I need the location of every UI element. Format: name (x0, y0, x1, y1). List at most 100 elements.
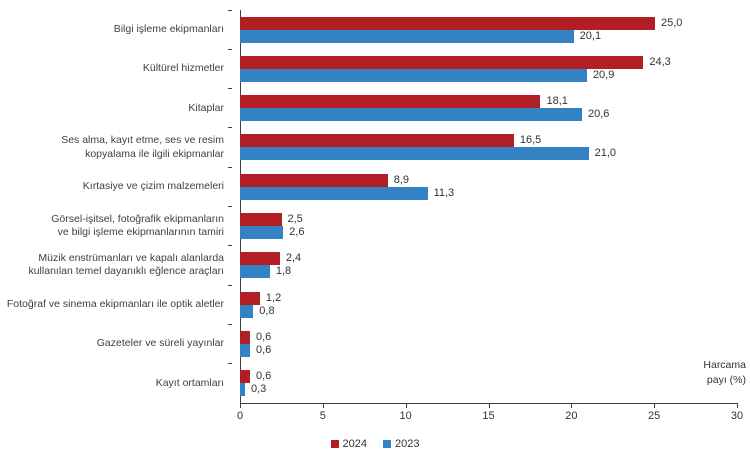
category-label: Bilgi işleme ekipmanları (113, 23, 224, 36)
value-label-2023: 20,9 (592, 68, 615, 81)
bar-2023 (240, 68, 587, 82)
bar-group: 1,2 0,8 (228, 284, 738, 324)
value-label-2023: 1,8 (275, 265, 292, 278)
value-label-2024: 25,0 (661, 16, 683, 29)
bar-2024 (240, 370, 250, 384)
chart-row: Kitaplar 18,1 20,6 (0, 88, 738, 128)
x-axis-tick-mark (654, 404, 656, 408)
value-label-2023: 11,3 (433, 186, 455, 199)
chart-row: Görsel-işitsel, fotoğrafik ekipmanların … (0, 205, 738, 245)
bar-group: 2,4 1,8 (228, 245, 738, 285)
y-axis-tick (228, 48, 232, 50)
bar-2024 (240, 95, 541, 109)
category-label: Müzik enstrümanları ve kapalı alanlarda … (28, 252, 224, 278)
bar-2023 (240, 186, 428, 200)
value-label-2023: 21,0 (594, 147, 617, 160)
category-label: Fotoğraf ve sinema ekipmanları ile optik… (6, 298, 224, 311)
chart-row: Kırtasiye ve çizim malzemeleri 8,9 11,3 (0, 166, 738, 206)
chart-legend: 2024 2023 (0, 438, 750, 450)
value-label-2024: 8,9 (393, 173, 410, 186)
y-axis-tick (228, 323, 232, 325)
bar-group: 2,5 2,6 (228, 205, 738, 245)
x-axis-tick-label: 5 (319, 410, 326, 422)
x-axis-tick-mark (571, 404, 573, 408)
value-label-2023: 20,1 (579, 29, 602, 42)
y-axis-tick (228, 9, 232, 11)
y-axis-tick (228, 205, 232, 207)
bar-2023 (240, 304, 254, 318)
x-axis-title: Harcama payı (%) (703, 359, 746, 387)
legend-swatch-icon (330, 440, 339, 448)
bar-2023 (240, 225, 284, 239)
value-label-2023: 0,6 (255, 343, 272, 356)
bar-group: 0,6 0,6 (228, 323, 738, 363)
bar-group: 25,0 20,1 (228, 9, 738, 49)
chart-row: Bilgi işleme ekipmanları 25,0 20,1 (0, 9, 738, 49)
value-label-2024: 2,5 (287, 212, 303, 225)
bar-group: 24,3 20,9 (228, 48, 738, 88)
legend-item-2023: 2023 (383, 438, 419, 450)
x-axis-tick-label: 20 (565, 410, 578, 422)
x-axis-tick-label: 15 (482, 410, 495, 422)
bar-2024 (240, 55, 644, 69)
category-label: Kırtasiye ve çizim malzemeleri (82, 180, 224, 193)
bar-group: 0,6 0,3 (228, 363, 738, 403)
value-label-2024: 1,2 (265, 291, 282, 304)
bar-2023 (240, 265, 270, 279)
category-label: Ses alma, kayıt etme, ses ve resim kopya… (61, 134, 224, 160)
bar-2024 (240, 252, 280, 266)
bar-2024 (240, 291, 260, 305)
bar-group: 16,5 21,0 (228, 127, 738, 167)
x-axis-tick-mark (488, 404, 490, 408)
x-axis-tick-mark (240, 404, 241, 408)
y-axis-tick (228, 166, 232, 168)
value-label-2023: 20,6 (587, 108, 610, 121)
category-label: Kitaplar (188, 101, 224, 114)
value-label-2024: 2,4 (285, 252, 302, 265)
value-label-2024: 24,3 (649, 55, 671, 68)
legend-label: 2024 (342, 438, 367, 450)
bar-2024 (240, 330, 250, 344)
y-axis-tick (228, 88, 232, 90)
x-axis-tick-label: 0 (236, 410, 244, 422)
y-axis-tick (228, 245, 232, 247)
value-label-2023: 0,3 (250, 383, 267, 396)
chart-rows: Bilgi işleme ekipmanları 25,0 20,1 Kültürel… (0, 9, 738, 403)
chart-row: Ses alma, kayıt etme, ses ve resim kopya… (0, 127, 738, 167)
bar-2023 (240, 343, 250, 357)
bar-2023 (240, 29, 574, 43)
value-label-2023: 0,8 (259, 304, 275, 317)
x-axis-tick-mark (737, 404, 738, 408)
legend-label: 2023 (395, 438, 420, 450)
bar-2023 (240, 147, 589, 161)
value-label-2023: 2,6 (289, 225, 305, 238)
category-label: Kayıt ortamları (155, 376, 224, 389)
x-axis-tick-label: 25 (648, 410, 661, 422)
value-label-2024: 18,1 (546, 95, 568, 108)
x-axis-tick-label: 10 (399, 410, 412, 422)
chart-row: Fotoğraf ve sinema ekipmanları ile optik… (0, 284, 738, 324)
bar-group: 18,1 20,6 (228, 88, 738, 128)
category-label: Gazeteler ve süreli yayınlar (96, 337, 224, 350)
chart-row: Müzik enstrümanları ve kapalı alanlarda … (0, 245, 738, 285)
legend-item-2024: 2024 (330, 438, 367, 450)
legend-swatch-icon (383, 440, 391, 448)
y-axis-line (240, 10, 241, 404)
bar-2023 (240, 108, 582, 122)
value-label-2024: 16,5 (519, 134, 542, 147)
bar-2024 (240, 173, 388, 187)
x-axis-tick-mark (322, 404, 324, 408)
bar-group: 8,9 11,3 (228, 166, 738, 206)
x-axis-ticks: 0 5 10 15 20 25 30 (236, 403, 743, 427)
y-axis-tick (228, 284, 232, 286)
chart-row: Gazeteler ve süreli yayınlar 0,6 0,6 (0, 323, 738, 363)
y-axis-tick (228, 127, 232, 129)
bar-2024 (240, 134, 514, 148)
x-axis-tick-mark (405, 404, 407, 408)
chart-row: Kültürel hizmetler 24,3 20,9 (0, 48, 738, 88)
value-label-2024: 0,6 (255, 370, 272, 383)
category-label: Kültürel hizmetler (142, 62, 224, 75)
bar-2024 (240, 212, 282, 226)
category-label: Görsel-işitsel, fotoğrafik ekipmanların … (51, 213, 224, 239)
